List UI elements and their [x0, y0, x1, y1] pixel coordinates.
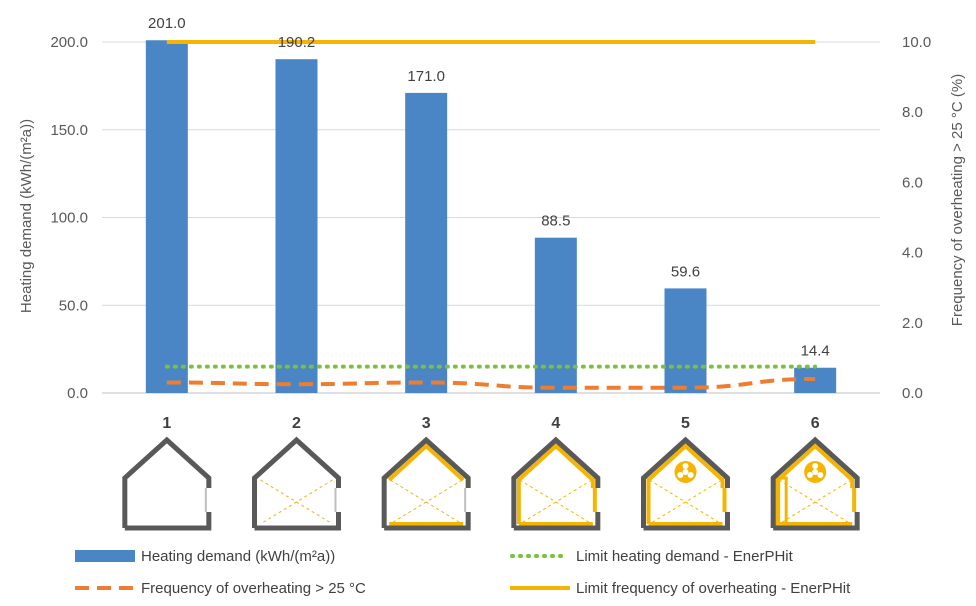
y2-axis-title: Frequency of overheating > 25 °C (%) — [949, 74, 966, 326]
category-label: 3 — [422, 415, 431, 432]
left-axis-ticks: 0.0 50.0 100.0 150.0 200.0 — [50, 34, 88, 402]
bar-value-label: 190.2 — [278, 34, 316, 51]
fan-blade — [806, 472, 813, 478]
category-label: 6 — [811, 415, 820, 432]
bar-value-label: 14.4 — [801, 343, 830, 360]
category-label: 2 — [292, 415, 301, 432]
fan-blade — [682, 463, 689, 469]
y2-tick-label: 4.0 — [902, 245, 923, 262]
y2-tick-label: 6.0 — [902, 174, 923, 191]
y2-tick-label: 0.0 — [902, 385, 923, 402]
house-insulated-roof-icon — [252, 436, 341, 531]
y-tick-label: 150.0 — [50, 122, 88, 139]
overheating-frequency-line — [166, 376, 816, 390]
insulation-hatch — [649, 479, 722, 525]
roof-insulation — [517, 443, 595, 482]
category-labels: 1 2 3 4 5 6 — [162, 415, 819, 432]
legend-label: Limit heating demand - EnerPHit — [576, 548, 794, 565]
category-label: 4 — [551, 415, 560, 432]
house-insulated-walls-roof-windows-icon — [511, 436, 601, 531]
fan-blade — [687, 472, 694, 478]
y-axis-title: Heating demand (kWh/(m²a)) — [18, 119, 35, 313]
house-outline — [511, 436, 601, 531]
bar-series — [145, 40, 837, 394]
house-icons — [122, 436, 860, 531]
insulation-hatch — [260, 479, 333, 525]
insulation-hatch — [778, 479, 852, 525]
legend-swatch — [75, 550, 135, 562]
insulation-hatch — [519, 479, 593, 525]
gridlines — [102, 41, 880, 394]
y-tick-label: 0.0 — [67, 385, 88, 402]
y-tick-label: 200.0 — [50, 34, 88, 51]
y2-tick-label: 2.0 — [902, 315, 923, 332]
category-label: 5 — [681, 415, 690, 432]
fan-blade — [677, 472, 684, 478]
legend-item: Frequency of overheating > 25 °C — [75, 580, 366, 597]
house-outline — [122, 436, 212, 531]
legend-label: Heating demand (kWh/(m²a)) — [141, 548, 335, 565]
y-tick-label: 100.0 — [50, 210, 88, 227]
roof-insulation — [387, 443, 465, 482]
category-label: 1 — [162, 415, 171, 432]
legend-item: Limit heating demand - EnerPHit — [510, 548, 794, 565]
house-outline — [641, 436, 730, 531]
y2-tick-label: 10.0 — [902, 34, 931, 51]
y-tick-label: 50.0 — [59, 297, 88, 314]
house-full-retrofit-icon — [770, 436, 860, 531]
bar — [275, 59, 318, 393]
data-labels: 201.0 190.2 171.0 88.5 59.6 14.4 — [148, 15, 830, 359]
bar — [534, 237, 577, 393]
fan-hub — [682, 469, 689, 475]
bar-value-label: 88.5 — [541, 213, 570, 230]
house-outline — [381, 436, 471, 531]
legend-label: Limit frequency of overheating - EnerPHi… — [576, 580, 851, 597]
house-outline-icon — [122, 436, 212, 531]
house-outline — [252, 436, 341, 531]
roof-insulation — [776, 443, 854, 482]
line-series — [164, 40, 818, 390]
bar-value-label: 201.0 — [148, 15, 186, 32]
insulation-hatch — [389, 479, 463, 525]
right-axis-ticks: 0.0 2.0 4.0 6.0 8.0 10.0 — [902, 34, 931, 402]
legend-item: Limit frequency of overheating - EnerPHi… — [510, 580, 851, 597]
bar-value-label: 59.6 — [671, 263, 700, 280]
fan-blade — [812, 463, 819, 469]
legend: Heating demand (kWh/(m²a)) Limit heating … — [75, 548, 851, 597]
fan-blade — [817, 472, 824, 478]
legend-item: Heating demand (kWh/(m²a)) — [75, 548, 335, 565]
legend-label: Frequency of overheating > 25 °C — [141, 580, 366, 597]
house-insulated-walls-roof-icon — [381, 436, 471, 531]
house-ventilation-icon — [641, 436, 730, 531]
y2-tick-label: 8.0 — [902, 104, 923, 121]
thick-insulation — [774, 476, 788, 528]
bar — [664, 288, 707, 393]
roof-insulation — [647, 443, 724, 482]
house-outline — [770, 436, 860, 531]
bar — [405, 92, 448, 394]
fan-hub — [812, 469, 819, 475]
bar — [145, 40, 188, 394]
bar-value-label: 171.0 — [407, 68, 445, 85]
